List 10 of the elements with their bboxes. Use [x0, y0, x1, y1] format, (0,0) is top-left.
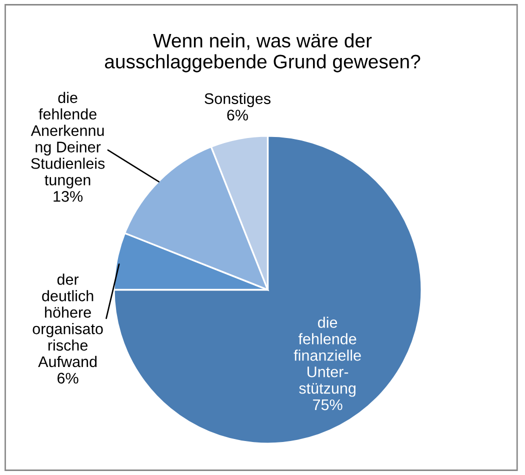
chart-title: Wenn nein, was wäre der ausschlaggebende Grund gewesen? [104, 33, 420, 72]
data-label: 75% [313, 399, 342, 410]
data-label: 6% [58, 372, 78, 384]
data-label: 13% [54, 191, 83, 202]
pie-slice [113, 135, 422, 444]
slice-label: Sonstiges [204, 92, 270, 108]
slice-label: der deutlich höhere organisato rische Aufwand [32, 274, 103, 368]
slice-label: die fehlende finanzielle Unter- stützung [294, 316, 361, 397]
slice-label: die fehlende Anerkennu ng Deiner Studienleis tungen [30, 92, 105, 188]
data-label: 6% [227, 110, 248, 121]
